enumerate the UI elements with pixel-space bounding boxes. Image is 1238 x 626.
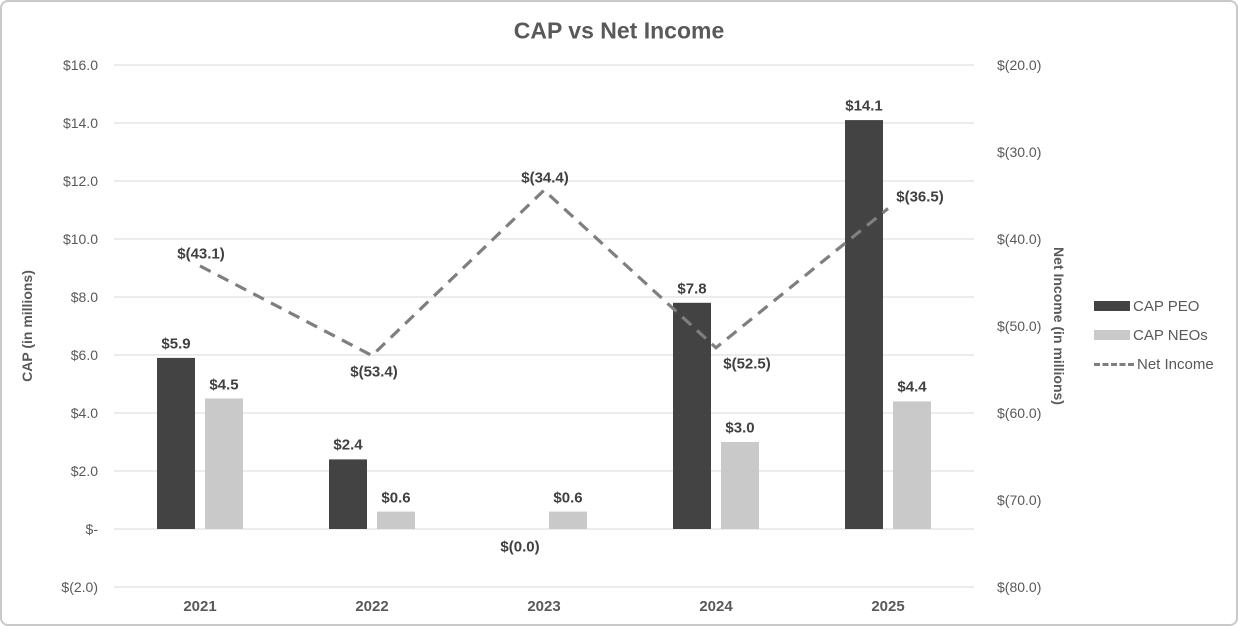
- left-axis-tick-label: $-: [85, 521, 98, 537]
- cap-peo-value-label-2021: $5.9: [161, 335, 191, 353]
- left-axis-tick-label: $(2.0): [61, 579, 98, 595]
- right-axis-tick-label: $(60.0): [997, 405, 1042, 421]
- legend-entry-cap-neos: CAP NEOs: [1094, 325, 1214, 345]
- net-income-value-label-2025: $(36.5): [896, 188, 944, 206]
- cap-neos-value-label-2021: $4.5: [209, 376, 239, 393]
- cap-peo-bar-2021: [157, 357, 195, 529]
- right-axis-tick-label: $(80.0): [997, 579, 1042, 595]
- cap-neos-value-label-2024: $3.0: [725, 419, 755, 437]
- cap-peo-bar-2024: [673, 302, 711, 529]
- legend: CAP PEO CAP NEOs Net Income: [1094, 296, 1214, 374]
- net-income-dashed-line-icon: [1094, 362, 1134, 366]
- net-income-value-label-2024: $(52.5): [723, 355, 771, 373]
- legend-label: CAP PEO: [1133, 297, 1200, 315]
- chart-title: CAP vs Net Income: [513, 17, 725, 44]
- cap-peo-value-label-2024: $7.8: [677, 280, 707, 298]
- legend-label: CAP NEOs: [1133, 326, 1208, 344]
- cap-peo-bar-2022: [329, 459, 367, 529]
- x-axis-label-2022: 2022: [355, 598, 389, 615]
- cap-neos-value-label-2025: $4.4: [897, 378, 927, 396]
- x-axis-label-2023: 2023: [527, 598, 561, 615]
- cap-neos-bar-2024: [721, 442, 759, 529]
- left-axis-tick-label: $2.0: [70, 463, 98, 479]
- cap-peo-bar-2025: [845, 120, 883, 529]
- cap-peo-swatch-icon: [1094, 301, 1130, 311]
- right-axis-tick-label: $(40.0): [997, 231, 1042, 247]
- cap-peo-value-label-2025: $14.1: [845, 97, 883, 115]
- cap-neos-bar-2022: [377, 511, 415, 529]
- cap-peo-value-label-2023: $(0.0): [500, 538, 540, 556]
- cap-neos-value-label-2023: $0.6: [553, 489, 583, 507]
- left-axis-tick-label: $8.0: [70, 289, 98, 305]
- legend-entry-net-income: Net Income: [1094, 354, 1214, 374]
- x-axis-label-2021: 2021: [183, 598, 217, 615]
- left-axis-tick-label: $16.0: [62, 57, 98, 73]
- cap-neos-bar-2023: [549, 511, 587, 529]
- net-income-value-label-2021: $(43.1): [177, 245, 225, 263]
- x-axis-label-2025: 2025: [871, 598, 905, 615]
- left-axis-tick-label: $10.0: [62, 231, 98, 247]
- cap-neos-bar-2021: [205, 398, 243, 529]
- legend-entry-cap-peo: CAP PEO: [1094, 296, 1214, 316]
- cap-neos-bar-2025: [893, 401, 931, 529]
- net-income-line: [199, 188, 890, 358]
- net-income-value-label-2022: $(53.4): [350, 363, 398, 381]
- right-axis-tick-label: $(30.0): [997, 144, 1042, 160]
- left-axis-tick-label: $6.0: [70, 347, 98, 363]
- left-axis-tick-label: $4.0: [70, 405, 98, 421]
- legend-label: Net Income: [1137, 355, 1214, 373]
- left-axis-tick-label: $12.0: [62, 173, 98, 189]
- right-axis-tick-label: $(70.0): [997, 492, 1042, 508]
- right-axis-tick-label: $(50.0): [997, 318, 1042, 334]
- right-axis-tick-label: $(20.0): [997, 57, 1042, 73]
- cap-neos-swatch-icon: [1094, 330, 1130, 340]
- cap-neos-value-label-2022: $0.6: [381, 489, 411, 507]
- cap-peo-value-label-2022: $2.4: [333, 436, 363, 454]
- net-income-value-label-2023: $(34.4): [521, 169, 569, 187]
- left-axis-tick-label: $14.0: [62, 115, 98, 131]
- x-axis-label-2024: 2024: [699, 598, 733, 615]
